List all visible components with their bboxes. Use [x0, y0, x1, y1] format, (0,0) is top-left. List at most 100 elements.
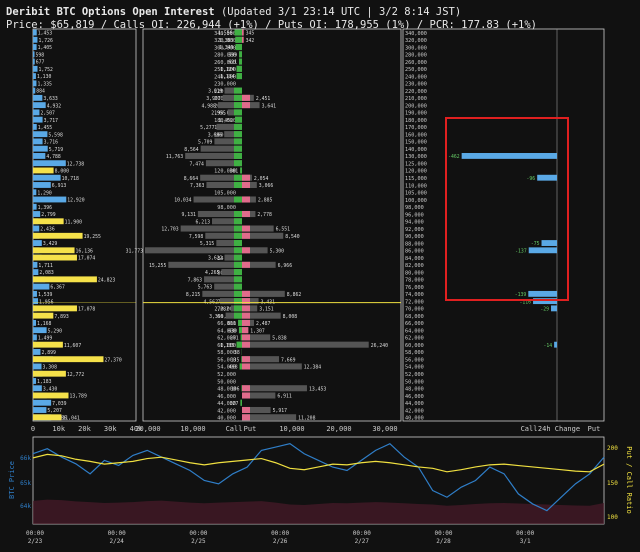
call-oi-value: 6,213 [196, 219, 211, 225]
call-bar [33, 131, 48, 138]
x-tick-date: 2/24 [109, 538, 124, 545]
call-oi-value: 2,955 [211, 111, 226, 117]
call-bar [33, 203, 37, 210]
call-oi-value: 5,709 [198, 140, 213, 146]
strike-label: 84,000 [405, 256, 424, 262]
call-oi-value: 5,277 [200, 125, 215, 131]
change-bar [541, 240, 557, 246]
call-oi-bar [224, 254, 242, 261]
call-value: 12,738 [67, 161, 84, 167]
put-oi-bar [242, 385, 307, 392]
strike-label: 125,000 [405, 161, 427, 167]
call-oi-bar [214, 138, 242, 145]
strike-label: 200,000 [405, 103, 427, 109]
x-tick: Put [588, 425, 601, 433]
strike-label: 94,000 [405, 220, 424, 226]
put-oi-near-bar [242, 102, 250, 109]
call-value: 3,717 [44, 118, 59, 124]
call-oi-value: 11,763 [166, 154, 183, 160]
put-bar [33, 305, 77, 312]
call-value: 7,039 [52, 401, 67, 407]
put-oi-value: 345 [246, 31, 255, 37]
put-value: 12,772 [67, 372, 84, 378]
strike-label: 80,000 [405, 270, 424, 276]
strike-label: 52,000 [405, 372, 424, 378]
put-oi-near-bar [242, 327, 249, 334]
strike-label: 230,000 [214, 82, 236, 88]
call-value: 5,719 [49, 147, 64, 153]
put-value: 17,074 [78, 256, 95, 262]
put-bar [33, 356, 104, 363]
call-oi-value: 1,134 [220, 74, 235, 80]
x-tick-time: 00:00 [516, 530, 534, 537]
put-bar [33, 370, 66, 377]
put-oi-value: 2,054 [254, 176, 269, 182]
strike-label: 105,000 [405, 191, 427, 197]
put-oi-near-bar [242, 225, 250, 232]
put-oi-bar [242, 298, 259, 305]
call-oi-value: 621 [228, 60, 237, 66]
call-bar [33, 160, 66, 167]
strike-label: 58,000 [405, 350, 424, 356]
call-oi-near-bar [234, 102, 242, 109]
strike-label: 48,000 [217, 387, 236, 393]
x-tick-date: 2/23 [28, 538, 43, 545]
call-oi-near-bar [234, 283, 242, 290]
call-oi-bar [221, 269, 242, 276]
put-oi-bar [242, 261, 276, 268]
call-oi-near-bar [234, 247, 242, 254]
strike-label: 340,000 [214, 31, 236, 37]
x-tick-time: 00:00 [189, 530, 207, 537]
put-value: 16,136 [76, 248, 93, 254]
call-oi-value: 8,215 [186, 292, 201, 298]
put-oi-value: 6,911 [277, 394, 292, 400]
call-oi-value: 9,131 [181, 212, 196, 218]
strike-label: 54,000 [217, 365, 236, 371]
call-bar [33, 182, 51, 188]
call-oi-value: 811 [227, 321, 236, 327]
call-oi-near-bar [234, 181, 242, 189]
strike-label: 250,000 [214, 67, 236, 73]
strike-label: 66,000 [217, 321, 236, 327]
put-value: 24,823 [98, 277, 115, 283]
call-value: 1,752 [39, 67, 54, 73]
call-oi-near-bar [234, 290, 242, 297]
call-oi-near-bar [234, 225, 242, 232]
put-oi-value: 7,669 [281, 357, 296, 363]
call-bar [33, 319, 37, 326]
x-tick-date: 2/27 [355, 538, 370, 545]
call-value: 884 [36, 89, 45, 95]
strike-label: 280,000 [405, 53, 427, 59]
summary-stats: Price: $65,819 / Calls OI: 226,944 (+1%)… [6, 19, 538, 31]
call-oi-near-bar [240, 167, 242, 174]
call-value: 598 [36, 52, 45, 58]
call-oi-near-bar [239, 58, 242, 65]
change-value: -139 [515, 292, 527, 298]
call-oi-near-bar [234, 138, 242, 145]
put-oi-value: 8,862 [287, 292, 302, 298]
call-oi-bar [219, 298, 242, 305]
call-oi-value: 8,664 [184, 176, 199, 182]
call-oi-near-bar [234, 94, 242, 101]
strike-label: 64,000 [405, 328, 424, 334]
strike-label: 230,000 [405, 82, 427, 88]
call-oi-near-bar [234, 160, 242, 167]
call-oi-near-bar [234, 254, 242, 261]
call-bar [33, 385, 42, 392]
call-value: 3,430 [43, 386, 58, 392]
call-oi-near-bar [234, 116, 242, 123]
put-bar [33, 312, 54, 319]
put-oi-near-bar [242, 247, 250, 254]
call-oi-bar [224, 131, 242, 138]
put-oi-bar [242, 247, 268, 254]
x-tick-time: 00:00 [26, 530, 44, 537]
strike-label: 62,000 [217, 336, 236, 342]
call-oi-near-bar [235, 36, 242, 43]
call-oi-near-bar [236, 73, 242, 80]
put-oi-near-bar [242, 29, 244, 36]
strike-label: 78,000 [405, 278, 424, 284]
call-oi-value: 7,363 [190, 183, 205, 189]
pcr-area [33, 499, 604, 524]
call-bar [33, 240, 42, 246]
call-oi-value: 5,763 [198, 285, 213, 291]
